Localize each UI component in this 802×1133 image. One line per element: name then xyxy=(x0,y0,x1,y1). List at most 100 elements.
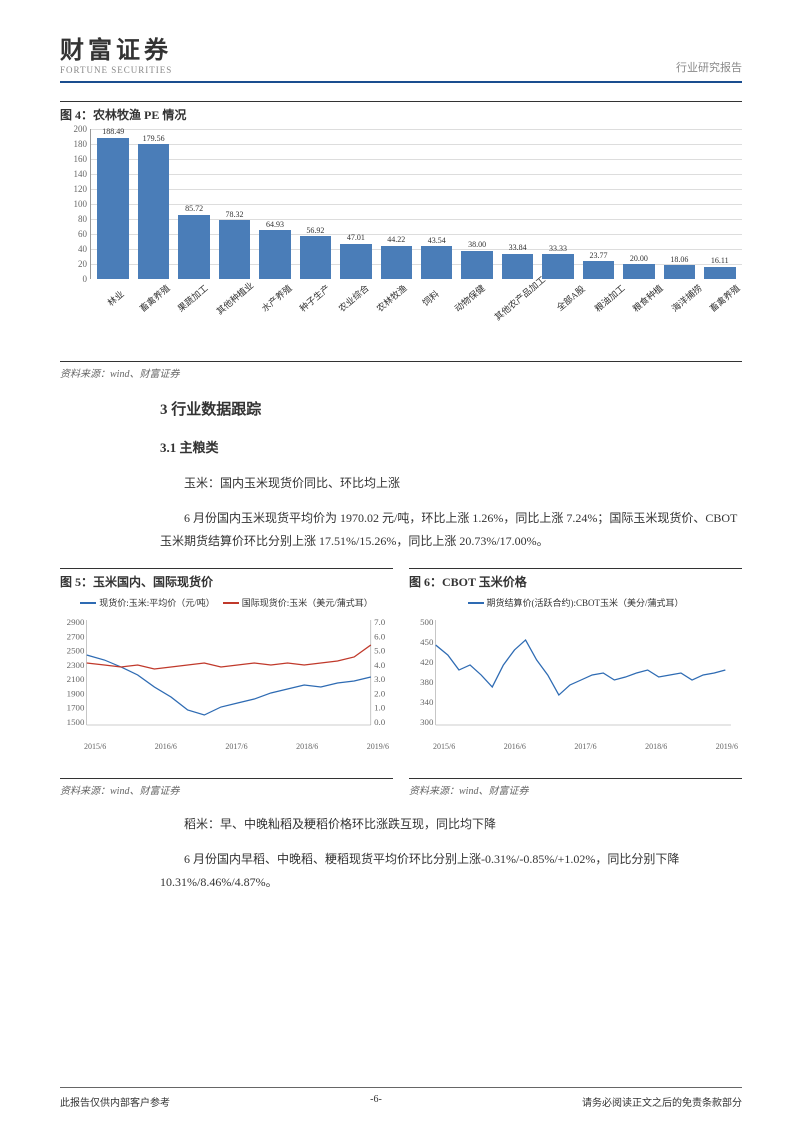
x-label: 其他种植业 xyxy=(213,279,256,318)
x-label: 2015/6 xyxy=(84,742,106,751)
y-tick: 40 xyxy=(78,244,87,254)
svg-text:2.0: 2.0 xyxy=(374,689,385,698)
y-tick: 0 xyxy=(83,274,88,284)
svg-text:2900: 2900 xyxy=(67,618,85,627)
svg-text:1.0: 1.0 xyxy=(374,704,385,713)
para-rice-2: 6 月份国内早稻、中晚稻、粳稻现货平均价环比分别上涨-0.31%/-0.85%/… xyxy=(160,848,742,894)
bar-item: 179.56 xyxy=(133,129,173,279)
svg-text:300: 300 xyxy=(420,718,433,727)
bar-item: 47.01 xyxy=(336,129,376,279)
fig5-col: 图 5：玉米国内、国际现货价 现货价:玉米:平均价（元/吨） 国际现货价:玉米（… xyxy=(60,568,393,797)
x-label: 2017/6 xyxy=(574,742,596,751)
report-type: 行业研究报告 xyxy=(676,59,742,75)
y-tick: 80 xyxy=(78,214,87,224)
x-label: 种子生产 xyxy=(296,281,334,316)
x-label: 饲料 xyxy=(411,281,449,316)
footer-right: 请务必阅读正文之后的免责条款部分 xyxy=(582,1094,742,1109)
svg-text:6.0: 6.0 xyxy=(374,632,385,641)
y-tick: 140 xyxy=(74,169,88,179)
page-number: -6- xyxy=(370,1094,382,1109)
bar-item: 38.00 xyxy=(457,129,497,279)
svg-text:1900: 1900 xyxy=(67,689,85,698)
fig5-chart: 现货价:玉米:平均价（元/吨） 国际现货价:玉米（美元/蒲式耳） 2900 270… xyxy=(60,596,393,746)
y-tick: 20 xyxy=(78,259,87,269)
bar-item: 18.06 xyxy=(659,129,699,279)
x-label: 2018/6 xyxy=(296,742,318,751)
y-tick: 60 xyxy=(78,229,87,239)
svg-text:2700: 2700 xyxy=(67,632,85,641)
svg-text:420: 420 xyxy=(420,658,433,667)
page-footer: 此报告仅供内部客户参考 -6- 请务必阅读正文之后的免责条款部分 xyxy=(60,1087,742,1109)
fig5-legend2: 国际现货价:玉米（美元/蒲式耳） xyxy=(223,596,373,609)
fig5-legend1: 现货价:玉米:平均价（元/吨） xyxy=(80,596,215,609)
fig6-source: 资料来源：wind、财富证券 xyxy=(409,778,742,797)
footer-left: 此报告仅供内部客户参考 xyxy=(60,1094,170,1109)
x-label: 2016/6 xyxy=(155,742,177,751)
x-label: 其他农产品加工 xyxy=(491,273,548,323)
svg-text:4.0: 4.0 xyxy=(374,661,385,670)
fig5-source: 资料来源：wind、财富证券 xyxy=(60,778,393,797)
svg-text:1700: 1700 xyxy=(67,704,85,713)
svg-text:2300: 2300 xyxy=(67,661,85,670)
x-label: 粮食种植 xyxy=(629,281,667,316)
x-label: 畜禽养殖 xyxy=(135,281,173,316)
fig6-title: 图 6：CBOT 玉米价格 xyxy=(409,568,742,590)
bar-item: 43.54 xyxy=(417,129,457,279)
svg-text:5.0: 5.0 xyxy=(374,646,385,655)
bar-item: 85.72 xyxy=(174,129,214,279)
y-tick: 120 xyxy=(74,184,88,194)
x-label: 2016/6 xyxy=(504,742,526,751)
bar-item: 20.00 xyxy=(619,129,659,279)
svg-text:3.0: 3.0 xyxy=(374,675,385,684)
fig4-chart: 020406080100120140160180200 188.49179.56… xyxy=(60,129,742,329)
x-label: 林业 xyxy=(97,281,135,316)
svg-text:450: 450 xyxy=(420,638,433,647)
svg-text:0.0: 0.0 xyxy=(374,718,385,727)
para-corn-1: 玉米：国内玉米现货价同比、环比均上涨 xyxy=(160,472,742,495)
fig6-col: 图 6：CBOT 玉米价格 期货结算价(活跃合约):CBOT玉米（美分/蒲式耳）… xyxy=(409,568,742,797)
svg-text:2500: 2500 xyxy=(67,646,85,655)
bar-item: 23.77 xyxy=(578,129,618,279)
bar-item: 44.22 xyxy=(376,129,416,279)
section31-title: 3.1 主粮类 xyxy=(160,437,742,456)
x-label: 粮油加工 xyxy=(590,281,628,316)
x-label: 全部A股 xyxy=(552,281,590,316)
svg-text:380: 380 xyxy=(420,678,433,687)
y-tick: 200 xyxy=(74,124,88,134)
svg-text:340: 340 xyxy=(420,698,433,707)
logo-en: FORTUNE SECURITIES xyxy=(60,65,172,75)
x-label: 农林牧渔 xyxy=(373,281,411,316)
svg-text:7.0: 7.0 xyxy=(374,618,385,627)
fig6-legend1: 期货结算价(活跃合约):CBOT玉米（美分/蒲式耳） xyxy=(468,596,684,609)
x-label: 动物保健 xyxy=(450,281,488,316)
y-tick: 180 xyxy=(74,139,88,149)
fig5-title: 图 5：玉米国内、国际现货价 xyxy=(60,568,393,590)
svg-text:500: 500 xyxy=(420,618,433,627)
bar-item: 78.32 xyxy=(214,129,254,279)
bar-item: 33.84 xyxy=(497,129,537,279)
x-label: 2018/6 xyxy=(645,742,667,751)
x-label: 果蔬加工 xyxy=(174,281,212,316)
bar-item: 64.93 xyxy=(255,129,295,279)
svg-text:1500: 1500 xyxy=(67,718,85,727)
x-label: 水产养殖 xyxy=(257,281,295,316)
fig6-chart: 期货结算价(活跃合约):CBOT玉米（美分/蒲式耳） 500 450 420 380 3… xyxy=(409,596,742,746)
fig-row: 图 5：玉米国内、国际现货价 现货价:玉米:平均价（元/吨） 国际现货价:玉米（… xyxy=(60,568,742,797)
y-tick: 100 xyxy=(74,199,88,209)
x-label: 2017/6 xyxy=(225,742,247,751)
para-rice-1: 稻米：早、中晚籼稻及粳稻价格环比涨跌互现，同比均下降 xyxy=(160,813,742,836)
fig4-title: 图 4：农林牧渔 PE 情况 xyxy=(60,101,742,123)
page-header: 财富证券 FORTUNE SECURITIES 行业研究报告 xyxy=(60,30,742,83)
bar-item: 33.33 xyxy=(538,129,578,279)
x-label: 2019/6 xyxy=(716,742,738,751)
para-corn-2: 6 月份国内玉米现货平均价为 1970.02 元/吨，环比上涨 1.26%，同比… xyxy=(160,507,742,553)
logo-cn: 财富证券 xyxy=(60,30,172,65)
bar-item: 188.49 xyxy=(93,129,133,279)
logo: 财富证券 FORTUNE SECURITIES xyxy=(60,30,172,75)
x-label: 农业综合 xyxy=(334,281,372,316)
y-tick: 160 xyxy=(74,154,88,164)
x-label: 海洋捕捞 xyxy=(667,281,705,316)
svg-text:2100: 2100 xyxy=(67,675,85,684)
x-label: 畜禽养殖 xyxy=(706,281,744,316)
fig4-source: 资料来源：wind、财富证券 xyxy=(60,361,742,380)
